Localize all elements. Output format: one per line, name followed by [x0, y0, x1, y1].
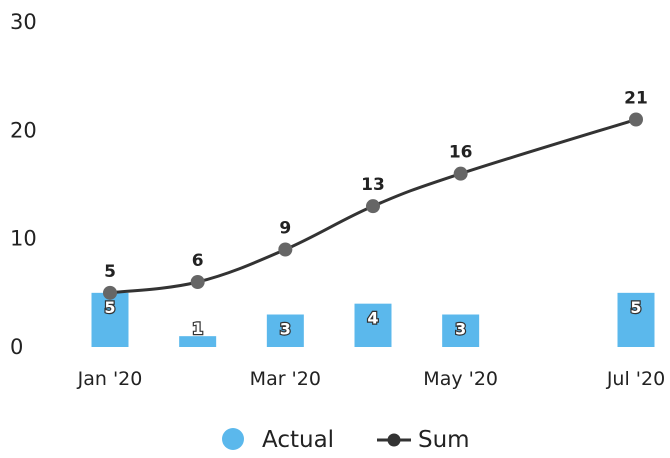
bar-mar-20[interactable] [266, 314, 304, 348]
y-tick-label-20: 20 [10, 118, 37, 142]
bar-apr-20[interactable] [354, 303, 392, 347]
sum-point-jan-20[interactable] [103, 285, 117, 300]
sum-point-label-jan-20: 5 [104, 262, 116, 282]
sum-line-series: 5 6 9 13 16 21 [103, 89, 648, 300]
sum-point-label-feb-20: 6 [192, 251, 204, 271]
x-tick-label-may-20: May '20 [423, 368, 498, 390]
x-tick-label-jan-20: Jan '20 [77, 368, 143, 390]
legend-item-sum[interactable]: Sum [377, 427, 470, 453]
sum-point-label-may-20: 16 [449, 143, 473, 163]
bar-label-jul-20: 5 [630, 298, 641, 317]
bar-may-20[interactable] [442, 314, 480, 348]
y-tick-label-30: 30 [10, 10, 37, 34]
bar-label-apr-20: 4 [367, 309, 378, 328]
legend-label-actual: Actual [262, 427, 334, 453]
sum-point-may-20[interactable] [453, 166, 468, 181]
legend-label-sum: Sum [418, 427, 470, 453]
x-tick-label-mar-20: Mar '20 [250, 368, 321, 390]
legend-item-actual[interactable]: Actual [222, 427, 334, 453]
legend-marker-sum [387, 433, 401, 447]
actual-bars: 5 1 3 4 3 5 [91, 292, 655, 348]
bar-label-feb-20: 1 [192, 319, 203, 338]
sum-point-feb-20[interactable] [190, 275, 205, 289]
bar-jul-20[interactable] [617, 292, 655, 347]
y-tick-label-10: 10 [10, 227, 37, 251]
legend-marker-actual [222, 428, 244, 450]
bar-jan-20[interactable] [91, 292, 129, 347]
sum-point-jul-20[interactable] [629, 112, 643, 127]
y-axis: 0 10 20 30 [10, 10, 37, 359]
sum-point-mar-20[interactable] [278, 242, 293, 257]
x-tick-label-jul-20: Jul '20 [606, 368, 665, 390]
legend: Actual Sum [222, 427, 470, 453]
bar-label-jan-20: 5 [104, 298, 115, 317]
sum-point-label-mar-20: 9 [279, 219, 291, 239]
bar-feb-20[interactable] [179, 336, 217, 347]
sum-point-apr-20[interactable] [366, 199, 380, 214]
x-axis: Jan '20 Mar '20 May '20 Jul '20 [77, 368, 666, 390]
y-tick-label-0: 0 [10, 335, 23, 359]
sum-point-label-jul-20: 21 [624, 89, 648, 109]
sum-point-label-apr-20: 13 [361, 175, 385, 195]
bar-label-may-20: 3 [455, 320, 466, 339]
bar-label-mar-20: 3 [280, 320, 291, 339]
